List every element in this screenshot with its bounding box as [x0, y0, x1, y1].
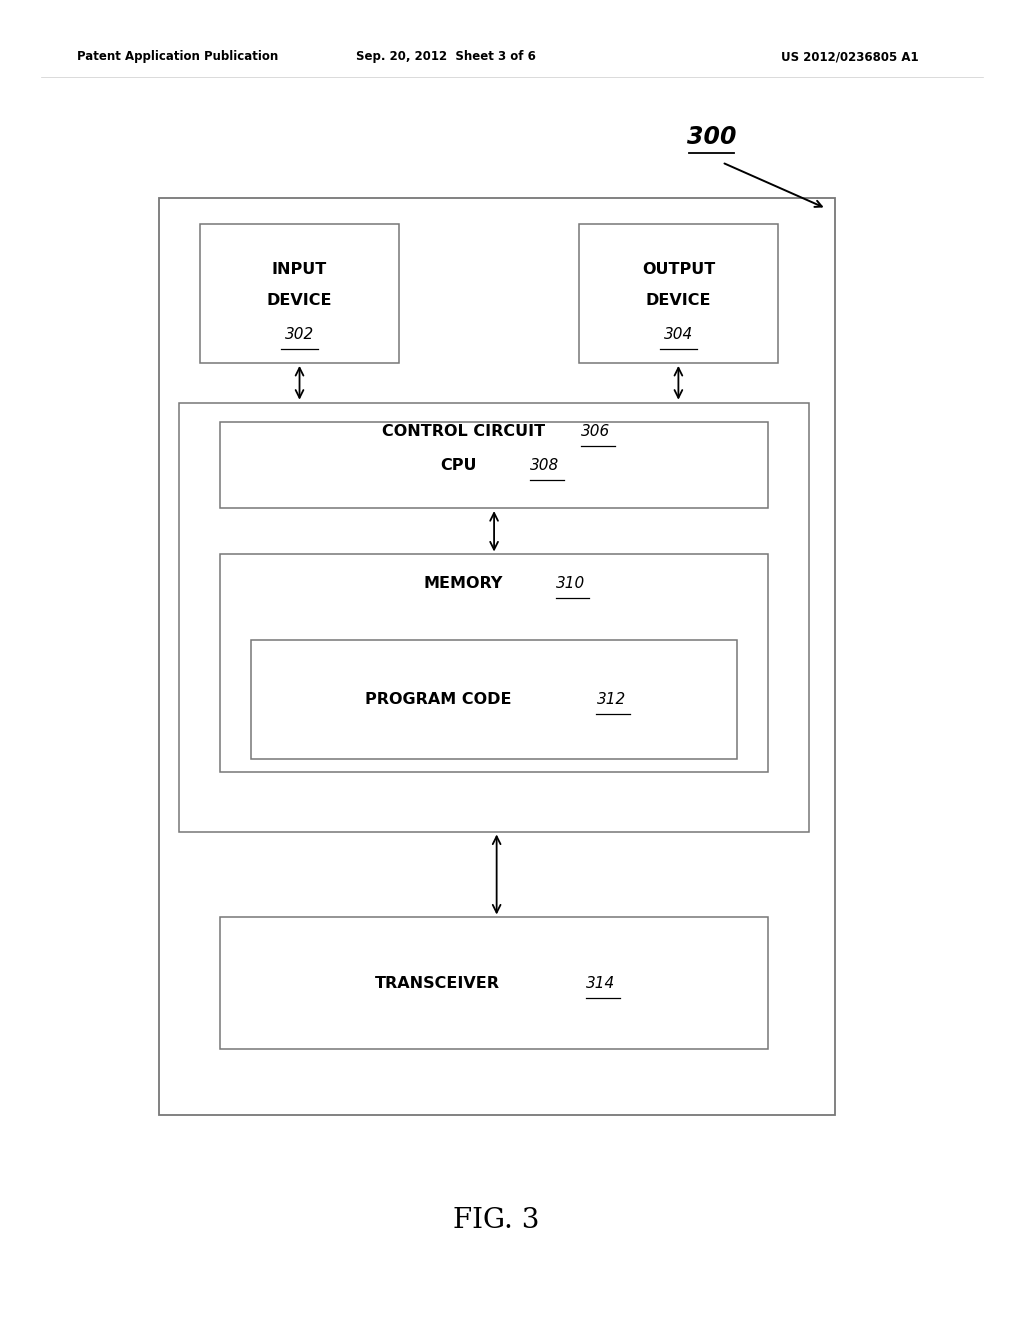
Bar: [220, 917, 768, 1049]
Bar: [579, 224, 778, 363]
Text: MEMORY: MEMORY: [424, 576, 503, 591]
Bar: [251, 640, 737, 759]
Text: 310: 310: [555, 576, 585, 591]
Bar: [200, 224, 399, 363]
Text: DEVICE: DEVICE: [646, 293, 711, 308]
Text: TRANSCEIVER: TRANSCEIVER: [375, 975, 501, 991]
Text: Sep. 20, 2012  Sheet 3 of 6: Sep. 20, 2012 Sheet 3 of 6: [355, 50, 536, 63]
Bar: [220, 554, 768, 772]
Bar: [159, 198, 835, 1115]
Text: 312: 312: [596, 692, 626, 708]
Text: 302: 302: [285, 327, 314, 342]
Text: PROGRAM CODE: PROGRAM CODE: [365, 692, 511, 708]
Text: FIG. 3: FIG. 3: [454, 1208, 540, 1234]
Text: 314: 314: [586, 975, 615, 991]
Text: 304: 304: [664, 327, 693, 342]
Text: DEVICE: DEVICE: [267, 293, 332, 308]
Text: 300: 300: [687, 125, 736, 149]
Text: CONTROL CIRCUIT: CONTROL CIRCUIT: [382, 424, 545, 440]
Text: CPU: CPU: [440, 458, 476, 473]
Text: 308: 308: [530, 458, 559, 473]
Text: INPUT: INPUT: [272, 263, 327, 277]
Text: US 2012/0236805 A1: US 2012/0236805 A1: [781, 50, 919, 63]
Text: 306: 306: [582, 424, 610, 440]
Text: Patent Application Publication: Patent Application Publication: [77, 50, 279, 63]
Bar: [220, 422, 768, 508]
Bar: [179, 403, 809, 832]
Text: OUTPUT: OUTPUT: [642, 263, 715, 277]
